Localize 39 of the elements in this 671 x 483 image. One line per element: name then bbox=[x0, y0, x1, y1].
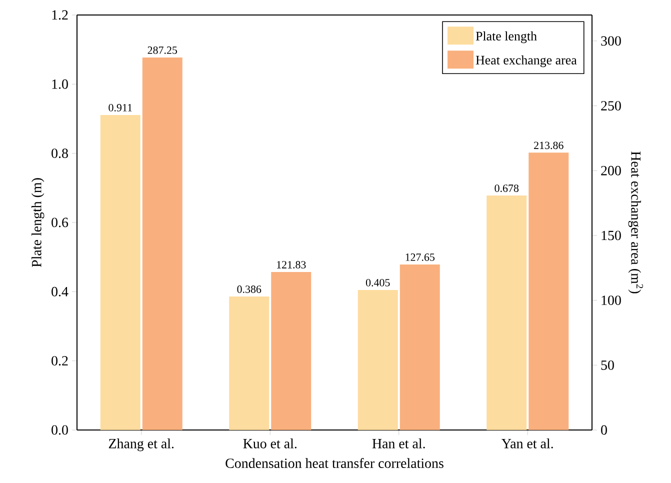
data-label: 127.65 bbox=[406, 254, 435, 261]
y-tick-label: 0.0 bbox=[52, 425, 68, 435]
data-label: 0.911 bbox=[108, 104, 132, 112]
y2-tick-label: 50 bbox=[601, 360, 614, 370]
data-label: 0.678 bbox=[494, 184, 519, 192]
x-tick-label: Han et al. bbox=[372, 438, 425, 448]
y-axis-title: Plate length (m) bbox=[32, 178, 44, 268]
y-tick-label: 1.2 bbox=[52, 10, 68, 20]
bar bbox=[486, 196, 527, 430]
y2-tick-label: 200 bbox=[601, 166, 621, 176]
x-tick-label: Zhang et al. bbox=[108, 438, 174, 452]
legend-label: Heat exchange area bbox=[476, 55, 577, 68]
y2-axis-title: Heat exchanger area (m$^{2}$) bbox=[628, 151, 643, 294]
bar bbox=[142, 57, 182, 430]
x-tick-label: Yan et al. bbox=[502, 438, 553, 448]
y2-tick-label: 150 bbox=[602, 230, 621, 240]
y2-tick-label: 300 bbox=[601, 36, 621, 46]
bar bbox=[100, 114, 140, 430]
x-tick-label: Kuo et al. bbox=[243, 438, 296, 448]
y2-tick-label: 250 bbox=[601, 101, 621, 110]
y-tick-label: 0.6 bbox=[52, 218, 68, 228]
y2-tick-label: 100 bbox=[602, 296, 621, 306]
data-label: 0.405 bbox=[366, 278, 390, 286]
bar bbox=[271, 272, 312, 430]
bar bbox=[229, 296, 270, 430]
bar bbox=[400, 264, 440, 430]
data-label: 287.25 bbox=[148, 46, 178, 54]
x-axis-title: Condensation heat transfer correlations bbox=[226, 458, 444, 468]
y-tick-label: 0.2 bbox=[52, 356, 68, 366]
bar bbox=[358, 290, 398, 430]
y-tick-label: 0.8 bbox=[52, 148, 68, 158]
data-label: 121.83 bbox=[277, 261, 306, 268]
y-tick-label: 1.0 bbox=[52, 79, 68, 89]
data-label: 0.386 bbox=[237, 286, 262, 293]
y-tick-label: 0.4 bbox=[52, 286, 68, 296]
data-label: 213.86 bbox=[534, 142, 564, 150]
bar bbox=[528, 152, 569, 430]
y2-tick-label: 0 bbox=[601, 425, 607, 435]
legend-label: Plate length bbox=[476, 31, 537, 44]
